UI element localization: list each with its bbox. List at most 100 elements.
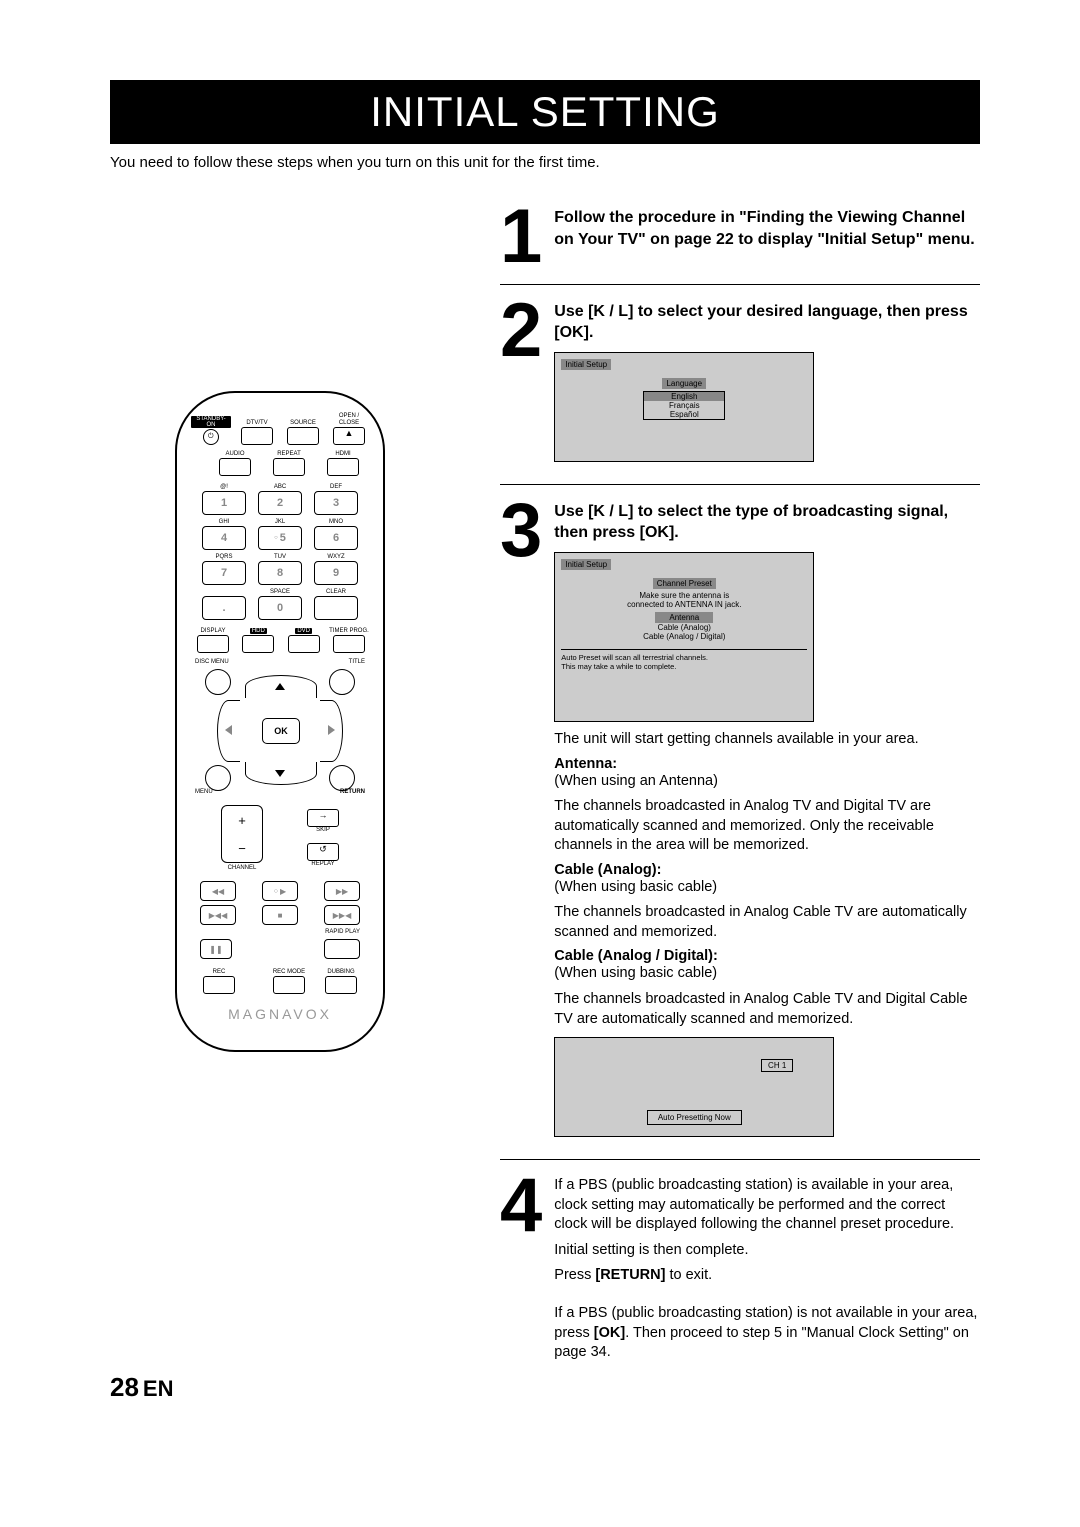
screen-line: connected to ANTENNA IN jack.	[561, 600, 807, 609]
screen-subheading: Language	[662, 378, 706, 389]
hdmi-button[interactable]	[327, 458, 359, 476]
step-2: 2 Use [K / L] to select your desired lan…	[500, 295, 980, 470]
step-number: 4	[500, 1170, 542, 1369]
hdmi-label: HDMI	[335, 451, 350, 457]
source-label: SOURCE	[290, 420, 316, 426]
dpad: OK	[205, 675, 355, 785]
prev-button[interactable]: ▶◀◀	[200, 905, 236, 925]
cable-analog-body: The channels broadcasted in Analog Cable…	[554, 903, 980, 942]
screen-language: Initial Setup Language English Français …	[554, 352, 814, 462]
menu-button[interactable]	[205, 765, 231, 791]
step-2-title: Use [K / L] to select your desired langu…	[554, 301, 980, 344]
standby-label: STANDBY-ON	[191, 416, 231, 428]
antenna-heading: Antenna:	[554, 756, 980, 772]
open-label: OPEN /	[339, 413, 359, 419]
rapid-label: RAPID PLAY	[325, 929, 360, 935]
key-clear[interactable]	[314, 596, 358, 620]
screen-auto-preset: CH 1 Auto Presetting Now	[554, 1037, 834, 1137]
audio-button[interactable]	[219, 458, 251, 476]
title-label: TITLE	[349, 659, 365, 665]
open-close-button[interactable]: ▲	[333, 427, 365, 445]
display-button[interactable]	[197, 635, 229, 653]
pause-button[interactable]: ❚❚	[200, 939, 232, 959]
rec-button[interactable]	[203, 976, 235, 994]
ok-button[interactable]: OK	[262, 718, 300, 744]
numeric-keypad: @!1 ABC2 DEF3 GHI4 JKL○5 MNO6 PQRS7 TUV8	[200, 484, 360, 620]
dubbing-button[interactable]	[325, 976, 357, 994]
skip-label: SKIP	[307, 827, 339, 833]
audio-label: AUDIO	[225, 451, 244, 457]
step-3-body1: The unit will start getting channels ava…	[554, 730, 980, 750]
replay-label: REPLAY	[307, 861, 339, 867]
standby-button[interactable]: ⏻	[203, 429, 219, 445]
channel-indicator: CH 1	[761, 1059, 793, 1072]
key-dot[interactable]: .	[202, 596, 246, 620]
step-3: 3 Use [K / L] to select the type of broa…	[500, 495, 980, 1145]
cable-analog-sub: (When using basic cable)	[554, 878, 980, 898]
step-3-title: Use [K / L] to select the type of broadc…	[554, 501, 980, 544]
ffwd-button[interactable]: ▶▶	[324, 881, 360, 901]
rapid-play-button[interactable]	[324, 939, 360, 959]
key-3[interactable]: 3	[314, 491, 358, 515]
replay-button[interactable]: ↺	[307, 843, 339, 861]
title-button[interactable]	[329, 669, 355, 695]
screen-line: Make sure the antenna is	[561, 591, 807, 600]
cable-analog-digital-body: The channels broadcasted in Analog Cable…	[554, 990, 980, 1029]
step-number: 1	[500, 201, 542, 270]
signal-opt-cable-analog-digital: Cable (Analog / Digital)	[561, 632, 807, 641]
step-4-body4: If a PBS (public broadcasting station) i…	[554, 1304, 980, 1363]
return-button[interactable]	[329, 765, 355, 791]
timer-button[interactable]	[333, 635, 365, 653]
recmode-button[interactable]	[273, 976, 305, 994]
dtv-button[interactable]	[241, 427, 273, 445]
page-title-bar: INITIAL SETTING	[110, 80, 980, 144]
key-6[interactable]: 6	[314, 526, 358, 550]
close-label: CLOSE	[339, 420, 359, 426]
key-5[interactable]: ○5	[258, 526, 302, 550]
antenna-sub: (When using an Antenna)	[554, 772, 980, 792]
page-number: 28EN	[110, 1372, 173, 1403]
antenna-body: The channels broadcasted in Analog TV an…	[554, 797, 980, 856]
lang-opt-english: English	[644, 392, 724, 401]
dvd-button[interactable]	[288, 635, 320, 653]
cable-analog-digital-heading: Cable (Analog / Digital):	[554, 948, 980, 964]
key-7[interactable]: 7	[202, 561, 246, 585]
skip-button[interactable]: →	[307, 809, 339, 827]
step-4-body1: If a PBS (public broadcasting station) i…	[554, 1176, 980, 1235]
key-2[interactable]: 2	[258, 491, 302, 515]
key-9[interactable]: 9	[314, 561, 358, 585]
step-4: 4 If a PBS (public broadcasting station)…	[500, 1170, 980, 1369]
screen-heading: Initial Setup	[561, 559, 611, 570]
disc-menu-label: DISC MENU	[195, 659, 229, 665]
screen-channel-preset: Initial Setup Channel Preset Make sure t…	[554, 552, 814, 722]
remote-illustration: STANDBY-ON ⏻ DTV/TV SOURCE	[110, 201, 450, 1383]
auto-preset-status: Auto Presetting Now	[647, 1110, 742, 1125]
hdd-button[interactable]	[242, 635, 274, 653]
play-button[interactable]: ○▶	[262, 881, 298, 901]
dtv-label: DTV/TV	[246, 420, 267, 426]
lang-opt-espanol: Español	[644, 410, 724, 419]
repeat-label: REPEAT	[277, 451, 301, 457]
key-4[interactable]: 4	[202, 526, 246, 550]
key-8[interactable]: 8	[258, 561, 302, 585]
key-1[interactable]: 1	[202, 491, 246, 515]
signal-opt-antenna: Antenna	[655, 612, 713, 623]
cable-analog-digital-sub: (When using basic cable)	[554, 964, 980, 984]
key-0[interactable]: 0	[258, 596, 302, 620]
cable-analog-heading: Cable (Analog):	[554, 862, 980, 878]
step-number: 3	[500, 495, 542, 1145]
disc-menu-button[interactable]	[205, 669, 231, 695]
intro-text: You need to follow these steps when you …	[110, 154, 980, 171]
rewind-button[interactable]: ◀◀	[200, 881, 236, 901]
step-4-body2: Initial setting is then complete.	[554, 1241, 980, 1261]
channel-minus[interactable]: −	[238, 841, 246, 856]
repeat-button[interactable]	[273, 458, 305, 476]
channel-rocker[interactable]: + −	[221, 805, 263, 863]
step-1: 1 Follow the procedure in "Finding the V…	[500, 201, 980, 270]
channel-plus[interactable]: +	[238, 813, 246, 828]
source-button[interactable]	[287, 427, 319, 445]
stop-button[interactable]: ■	[262, 905, 298, 925]
next-button[interactable]: ▶▶◀	[324, 905, 360, 925]
lang-opt-francais: Français	[644, 401, 724, 410]
screen-subheading: Channel Preset	[653, 578, 716, 589]
